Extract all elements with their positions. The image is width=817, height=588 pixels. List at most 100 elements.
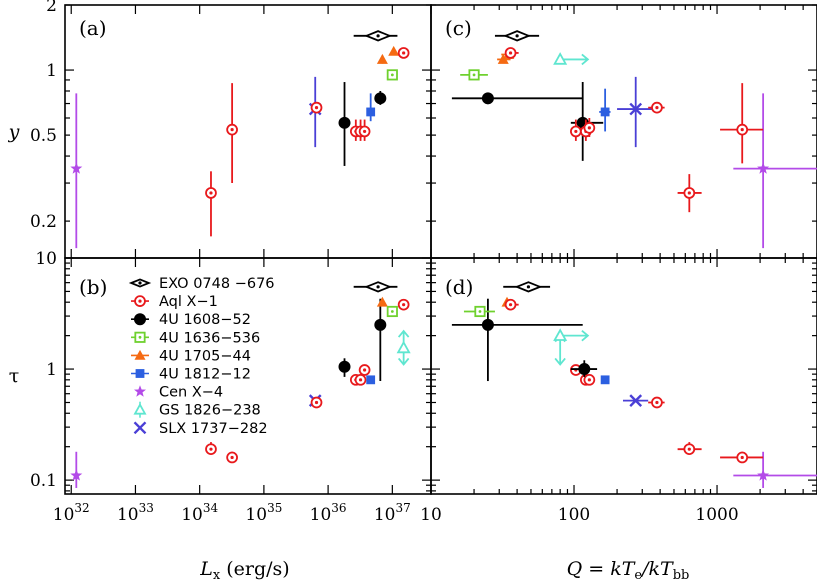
arrow-right xyxy=(581,329,590,342)
marker-square-filled xyxy=(600,375,610,385)
data-point-c-14 xyxy=(504,47,519,59)
y-tick-label: 0.1 xyxy=(30,471,57,491)
legend-label: EXO 0748 −676 xyxy=(159,276,275,292)
marker-circle-open-dot-dot xyxy=(740,455,744,460)
marker-circle-open-dot-dot xyxy=(655,106,659,110)
x-tick-label: 1032 xyxy=(53,501,90,525)
data-point-a-10 xyxy=(374,90,387,105)
marker-triangle-open-arrow xyxy=(396,340,411,354)
marker-circle-open-dot-dot xyxy=(314,400,319,405)
legend-item: 4U 1636−536 xyxy=(131,330,260,346)
data-point-b-13 xyxy=(397,298,410,311)
marker-circle-filled xyxy=(338,116,351,129)
marker-triangle-open-arrow xyxy=(553,328,568,341)
marker-circle-filled xyxy=(578,363,591,376)
legend-item: SLX 1737−282 xyxy=(133,421,268,437)
legend-label: SLX 1737−282 xyxy=(159,421,268,437)
data-point-a-8 xyxy=(358,119,371,141)
data-point-d-1 xyxy=(677,442,702,456)
data-point-c-3 xyxy=(617,76,657,148)
data-point-c-6 xyxy=(451,92,583,105)
x-axis-label-left: Lx (erg/s) xyxy=(199,558,289,583)
arrow-down xyxy=(554,357,566,366)
panel-label-d: (d) xyxy=(445,275,473,299)
marker-star xyxy=(70,469,83,481)
data-point-b-10 xyxy=(374,298,387,382)
data-point-c-12 xyxy=(497,53,511,64)
marker-circle-open-dot-dot xyxy=(363,368,367,372)
marker-diamond-dot-dot xyxy=(376,285,380,289)
tick-labels: 0.2 0.5 1 2 0.1 1 10 1032 1033 1034 1035 1036 1037 10… xyxy=(30,0,739,525)
x-tick-label: 1035 xyxy=(245,501,282,525)
legend-label: 4U 1705−44 xyxy=(159,348,251,364)
data-point-d-5 xyxy=(600,375,610,385)
legend-marker-dot xyxy=(138,335,142,339)
panel-frame-c xyxy=(430,4,817,259)
data-point-c-8 xyxy=(570,119,582,141)
panel-frame-a xyxy=(64,4,432,259)
marker-circle-open-dot-dot xyxy=(358,378,363,382)
x-tick-label: 1000 xyxy=(695,505,738,525)
marker-circle-open-dot-dot xyxy=(574,129,578,134)
x-tick-label: 1036 xyxy=(310,501,347,525)
marker-square-filled xyxy=(600,107,610,117)
data-point-d-9 xyxy=(570,360,598,377)
axis-labels: y τ Lx (erg/s) Q = kTe/kTbb xyxy=(8,121,690,583)
data-point-d-7 xyxy=(583,373,596,386)
marker-triangle-filled xyxy=(376,53,388,64)
legend-marker xyxy=(133,402,147,415)
legend-item: 4U 1608−52 xyxy=(131,312,251,328)
x-tick-label: 1033 xyxy=(117,501,154,525)
data-point-b-5 xyxy=(338,358,351,377)
legend-label: 4U 1608−52 xyxy=(159,312,251,328)
legend-label: Aql X−1 xyxy=(159,294,218,310)
marker-circle-open-dot-dot xyxy=(402,303,406,307)
marker-circle-open-dot-dot xyxy=(230,455,234,460)
legend-marker-dot xyxy=(138,299,142,303)
y-axis-label-bottom: τ xyxy=(9,365,20,387)
marker-circle-filled xyxy=(374,92,387,105)
data-point-d-12 xyxy=(463,305,495,318)
legend-label: 4U 1812−12 xyxy=(159,367,251,383)
data-point-a-15 xyxy=(353,30,398,42)
legend-item: 4U 1705−44 xyxy=(131,348,251,364)
marker-triangle-filled xyxy=(388,45,400,56)
marker-circle-open-dot-dot xyxy=(687,191,691,195)
marker-square-open-dot-dot xyxy=(478,310,482,313)
marker-circle-open-dot-dot xyxy=(402,51,406,55)
legend: EXO 0748 −676 Aql X−1 4U 1608−52 4U 1636−53… xyxy=(128,276,275,437)
data-point-c-0 xyxy=(733,93,817,249)
x-tick-label: 1037 xyxy=(374,501,411,525)
data-point-d-11 xyxy=(451,298,583,382)
data-point-d-14 xyxy=(504,298,519,311)
legend-item: 4U 1812−12 xyxy=(131,367,251,383)
marker-circle-open-dot-dot xyxy=(587,378,591,382)
panel-label-a: (a) xyxy=(79,16,107,40)
legend-item: GS 1826−238 xyxy=(133,401,261,419)
arrow-down xyxy=(397,357,410,366)
marker-square-open-dot-dot xyxy=(390,310,394,313)
marker-square-open-dot-dot xyxy=(390,73,394,77)
marker-circle-filled xyxy=(481,318,494,331)
data-point-c-2 xyxy=(720,83,764,164)
data-point-b-4 xyxy=(310,396,323,409)
data-point-b-15 xyxy=(353,281,398,293)
data-point-d-10 xyxy=(553,328,590,366)
marker-circle-open-dot-dot xyxy=(314,106,319,110)
marker-triangle-filled xyxy=(497,53,509,64)
y-tick-label: 2 xyxy=(46,0,57,16)
marker-circle-open-dot-dot xyxy=(230,128,234,132)
marker-diamond-dot-dot xyxy=(515,34,519,38)
panel-label-b: (b) xyxy=(79,275,107,299)
panel-label-c: (c) xyxy=(445,16,472,40)
marker-circle-open-dot-dot xyxy=(508,51,513,55)
panel-c: (c) xyxy=(430,4,817,259)
legend-marker xyxy=(134,385,146,397)
data-point-a-5 xyxy=(338,82,351,166)
data-point-c-1 xyxy=(677,174,702,213)
data-point-d-2 xyxy=(720,451,764,464)
panel-frame-d xyxy=(430,257,817,495)
data-point-a-14 xyxy=(397,47,410,59)
data-point-a-0 xyxy=(70,93,83,249)
arrow-up xyxy=(397,329,410,338)
